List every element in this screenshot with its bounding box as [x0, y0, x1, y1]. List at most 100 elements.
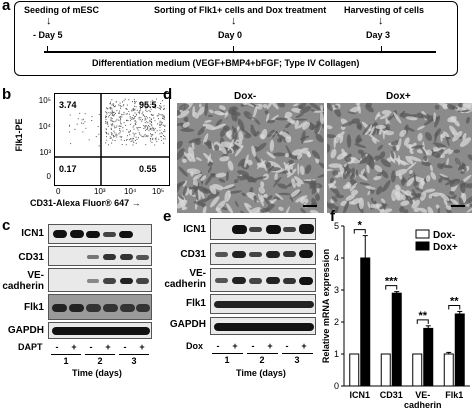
row-label-flk1: Flk1: [23, 302, 44, 313]
bar-dox: [360, 257, 371, 387]
category-label: cadherin: [404, 400, 442, 410]
flow-plot: 3.74 95.5 0.17 0.55: [54, 93, 170, 186]
panel-b-letter: b: [2, 86, 12, 103]
lane-sign: +: [267, 341, 273, 351]
significance-bracket: [385, 285, 398, 290]
micro-label-dox-minus: Dox-: [234, 91, 257, 102]
lane-sign: +: [105, 342, 111, 352]
micro-label-dox-plus: Dox+: [386, 91, 411, 102]
flow-xtick: 10⁴: [124, 187, 137, 196]
treatment-label-dox: Dox: [186, 341, 204, 351]
lane-sign: +: [232, 341, 238, 351]
bar-dox: [391, 292, 402, 387]
day-number: 1: [224, 355, 230, 365]
day-bracket: [85, 354, 115, 355]
cell-texture: [327, 103, 472, 213]
significance-label: **: [418, 310, 427, 322]
bar-dox: [454, 313, 465, 387]
micrograph-dox-minus: [177, 103, 324, 213]
quadrant-bottom-left: 0.17: [59, 164, 77, 174]
chart-ylabel: Relative mRNA expression: [321, 249, 331, 363]
panel-e-letter: e: [163, 208, 172, 225]
scale-bar: [451, 205, 465, 207]
quadrant-bottom-right: 0.55: [139, 164, 157, 174]
header-harvest: Harvesting of cells: [344, 5, 425, 15]
timeline-tick-left: [47, 46, 48, 53]
legend-swatch: [415, 229, 430, 239]
flow-xticks: 0 10³ 10⁴ 10⁵: [54, 187, 170, 197]
timeline-tick-right: [381, 46, 382, 53]
significance-label: ***: [385, 276, 399, 288]
day-bracket: [51, 354, 81, 355]
category-label: CD31: [380, 390, 403, 400]
row-label-cadherin: cadherin: [2, 281, 44, 292]
header-seeding: Seeding of mESC: [24, 5, 100, 15]
y-tick-label: 5: [334, 221, 339, 231]
blot-e-cd31: [210, 243, 316, 265]
lane-sign: -: [55, 342, 59, 352]
significance-bracket: [448, 304, 461, 310]
y-tick-label: 4: [334, 253, 339, 263]
header-sorting: Sorting of Flk1+ cells and Dox treatment: [154, 5, 327, 15]
row-label-ve: VE-: [189, 268, 206, 279]
bar-dox: [380, 353, 391, 387]
lane-sign: -: [285, 341, 289, 351]
cell-texture: [177, 103, 324, 213]
flow-xtick: 10⁵: [152, 187, 165, 196]
timeline-tick-mid: [233, 46, 234, 53]
day-number: 2: [97, 356, 103, 366]
panel-a-letter: a: [2, 0, 11, 14]
lane-sign: -: [89, 342, 93, 352]
legend-label: Dox+: [433, 242, 458, 253]
row-label-cd31: CD31: [18, 252, 44, 263]
row-label-flk1: Flk1: [185, 298, 206, 309]
y-tick-label: 2: [334, 317, 339, 327]
blot-c-vecadherin: [48, 268, 152, 292]
significance-label: *: [358, 220, 363, 232]
flow-xtick: 0: [56, 187, 61, 196]
micrograph-dox-plus: [327, 103, 472, 213]
timeline-box: [14, 1, 458, 76]
category-label: ICN1: [349, 390, 370, 400]
y-tick-label: 1: [334, 349, 339, 359]
day-bracket: [212, 353, 243, 354]
quadrant-top-left: 3.74: [59, 100, 77, 110]
legend-swatch: [415, 241, 430, 251]
xlabel-time-c: Time (days): [72, 368, 122, 378]
flow-ytick: 0: [46, 172, 51, 181]
day-bracket: [282, 353, 313, 354]
blot-c-icn1: [48, 224, 152, 244]
bar-dox: [443, 353, 454, 387]
flow-scatter: [55, 94, 169, 185]
flow-ytick: 10⁵: [38, 96, 51, 105]
quadrant-top-right: 95.5: [139, 100, 157, 110]
row-label-gapdh: GAPDH: [169, 319, 206, 330]
flow-ylabel: Flk1-PE: [14, 118, 24, 152]
y-tick-label: 0: [334, 381, 339, 391]
lane-sign: -: [216, 341, 220, 351]
flow-xtick: 10³: [94, 187, 106, 196]
day-0: Day 0: [218, 30, 243, 40]
blot-c-gapdh: [48, 322, 152, 339]
scale-bar: [303, 205, 317, 207]
arrow-harvest: ↓: [378, 15, 384, 27]
row-label-gapdh: GAPDH: [7, 325, 44, 336]
panel-f-letter: f: [330, 208, 335, 225]
day-minus-5: - Day 5: [33, 30, 63, 40]
row-label-icn1: ICN1: [21, 228, 44, 239]
lane-sign: -: [123, 342, 127, 352]
significance-bracket: [416, 319, 429, 324]
bar-dox: [412, 353, 423, 387]
day-bracket: [119, 354, 149, 355]
blot-e-gapdh: [210, 317, 316, 335]
y-tick-label: 3: [334, 285, 339, 295]
day-number: 1: [63, 356, 69, 366]
day-number: 2: [259, 355, 265, 365]
significance-label: **: [450, 295, 459, 307]
blot-c-cd31: [48, 246, 152, 266]
bar-dox: [423, 327, 434, 387]
panel-c-letter: c: [2, 217, 11, 234]
day-number: 3: [131, 356, 137, 366]
arrow-sorting: ↓: [231, 15, 237, 27]
lane-sign: +: [71, 342, 77, 352]
